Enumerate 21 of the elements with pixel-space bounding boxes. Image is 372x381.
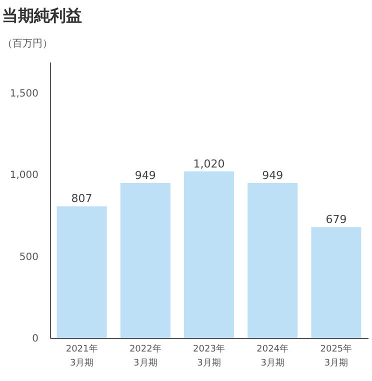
data-label: 1,020	[193, 157, 225, 170]
y-tick-label: 1,500	[10, 88, 38, 100]
data-label: 679	[326, 213, 347, 226]
chart-title: 当期純利益	[2, 6, 82, 25]
data-label: 949	[134, 169, 156, 182]
bar	[184, 171, 234, 338]
x-tick-label: 2024年 3月期	[256, 344, 289, 368]
data-label: 949	[262, 169, 284, 182]
x-tick-label: 2021年 3月期	[66, 344, 98, 368]
data-label: 807	[71, 192, 92, 206]
y-axis-title: （百万円）	[2, 38, 52, 50]
y-tick-label: 500	[19, 252, 38, 263]
x-tick-label: 2023年 3月期	[193, 344, 225, 368]
x-tick-label: 2022年 3月期	[129, 344, 162, 368]
bar	[120, 183, 170, 338]
bar	[311, 227, 362, 338]
y-tick-label: 1,000	[10, 170, 38, 182]
x-tick-label: 2025年 3月期	[320, 344, 352, 368]
bar	[56, 206, 107, 338]
bar	[248, 183, 298, 338]
y-tick-label: 0	[32, 334, 38, 344]
